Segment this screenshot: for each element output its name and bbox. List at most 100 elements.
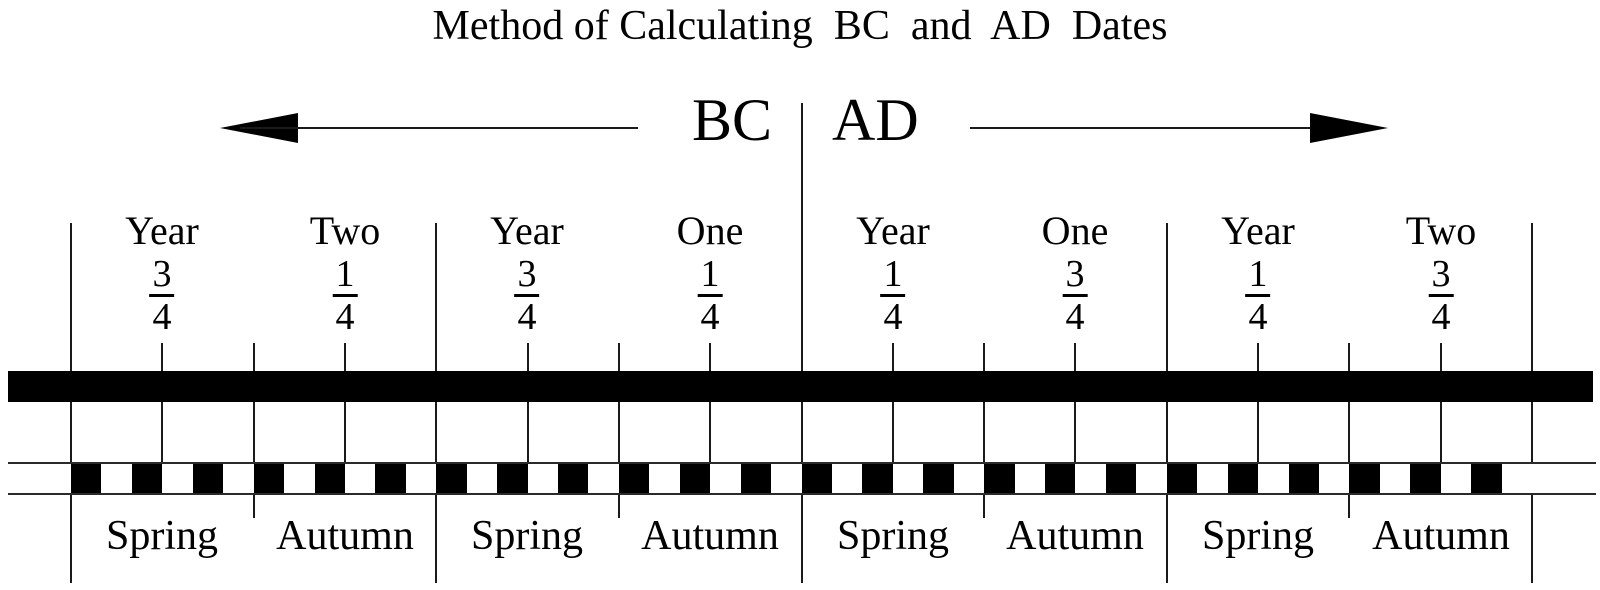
bc-label: BC <box>691 87 772 153</box>
half-year-divider <box>617 495 620 518</box>
fraction-numerator: 1 <box>697 254 723 297</box>
half-year-divider <box>983 495 986 518</box>
fraction-denominator: 4 <box>1248 296 1268 338</box>
ad-label: AD <box>832 87 919 153</box>
month-checker-square <box>1166 464 1198 493</box>
quarter-tick <box>343 402 346 462</box>
year-word-label: One <box>676 208 744 253</box>
year-word-label: One <box>1041 208 1109 253</box>
month-checker-square <box>1045 464 1076 493</box>
quarter-tick <box>526 402 529 462</box>
month-checker-square <box>1288 464 1319 493</box>
month-checker-square <box>497 464 528 493</box>
month-checker-square <box>801 464 832 493</box>
fraction-numerator: 1 <box>880 254 906 297</box>
month-checker-square <box>71 464 102 493</box>
year-word-label: Two <box>309 208 381 253</box>
fraction-denominator: 4 <box>883 296 903 338</box>
timeline-bar <box>8 371 1593 402</box>
fraction-denominator: 4 <box>1431 296 1451 338</box>
fraction-denominator: 4 <box>517 296 537 338</box>
quarter-tick <box>983 402 986 462</box>
month-checker-square <box>314 464 345 493</box>
season-label: Spring <box>105 513 219 559</box>
quarter-tick <box>1074 343 1077 371</box>
quarter-tick <box>526 343 529 371</box>
year-word-label: Year <box>1221 208 1295 253</box>
quarter-tick <box>252 402 255 462</box>
half-year-divider <box>252 495 255 518</box>
month-checker-square <box>192 464 224 493</box>
quarter-tick <box>617 343 620 371</box>
month-checker-square <box>618 464 650 493</box>
season-label: Spring <box>470 513 584 559</box>
year-word-label: Year <box>856 208 930 253</box>
month-checker-square <box>1349 464 1380 493</box>
quarter-tick <box>252 343 255 371</box>
fraction-denominator: 4 <box>1065 296 1085 338</box>
quarter-tick <box>709 343 712 371</box>
quarter-tick <box>709 402 712 462</box>
season-label: Spring <box>1201 513 1315 559</box>
month-checker-square <box>923 464 954 493</box>
quarter-tick <box>161 402 164 462</box>
year-boundary-line <box>70 495 72 583</box>
month-checker-square <box>1105 464 1137 493</box>
bc-arrow-shaft <box>240 127 638 129</box>
quarter-tick <box>1348 343 1351 371</box>
season-label: Autumn <box>1372 513 1510 559</box>
quarter-tick <box>1257 343 1260 371</box>
quarter-tick <box>1439 402 1442 462</box>
season-label: Autumn <box>1006 513 1144 559</box>
month-checker-square <box>1227 464 1259 493</box>
year-word-label: Two <box>1405 208 1477 253</box>
year-word-label: Year <box>125 208 199 253</box>
quarter-tick <box>161 343 164 371</box>
month-checker-square <box>375 464 406 493</box>
year-word-label: Year <box>490 208 564 253</box>
month-checker-square <box>1471 464 1502 493</box>
fraction-numerator: 1 <box>1245 254 1271 297</box>
year-boundary-line <box>435 223 438 371</box>
year-boundary-line <box>1165 402 1168 462</box>
year-boundary-line <box>800 402 803 462</box>
quarter-tick <box>1257 402 1260 462</box>
fraction-numerator: 3 <box>1062 254 1088 297</box>
fraction-numerator: 3 <box>514 254 540 297</box>
quarter-tick <box>891 343 894 371</box>
year-boundary-line <box>70 223 72 371</box>
quarter-tick <box>617 402 620 462</box>
fraction-numerator: 3 <box>149 254 175 297</box>
month-checker-square <box>984 464 1015 493</box>
quarter-tick <box>983 343 986 371</box>
fraction-denominator: 4 <box>700 296 720 338</box>
fraction-denominator: 4 <box>335 296 355 338</box>
ad-arrowhead-icon <box>1310 113 1388 143</box>
checker-band-bottom-rail <box>8 493 1596 495</box>
bc-ad-divider-line <box>800 103 803 371</box>
fraction-numerator: 1 <box>332 254 358 297</box>
half-year-divider <box>1348 495 1351 518</box>
quarter-tick <box>891 402 894 462</box>
ad-arrow-shaft <box>970 127 1312 129</box>
season-label: Autumn <box>641 513 779 559</box>
year-boundary-line <box>1165 495 1168 583</box>
quarter-tick <box>343 343 346 371</box>
year-boundary-line <box>435 402 438 462</box>
year-boundary-line <box>1531 223 1533 371</box>
month-checker-square <box>253 464 285 493</box>
quarter-tick <box>1348 402 1351 462</box>
year-boundary-line <box>435 495 438 583</box>
